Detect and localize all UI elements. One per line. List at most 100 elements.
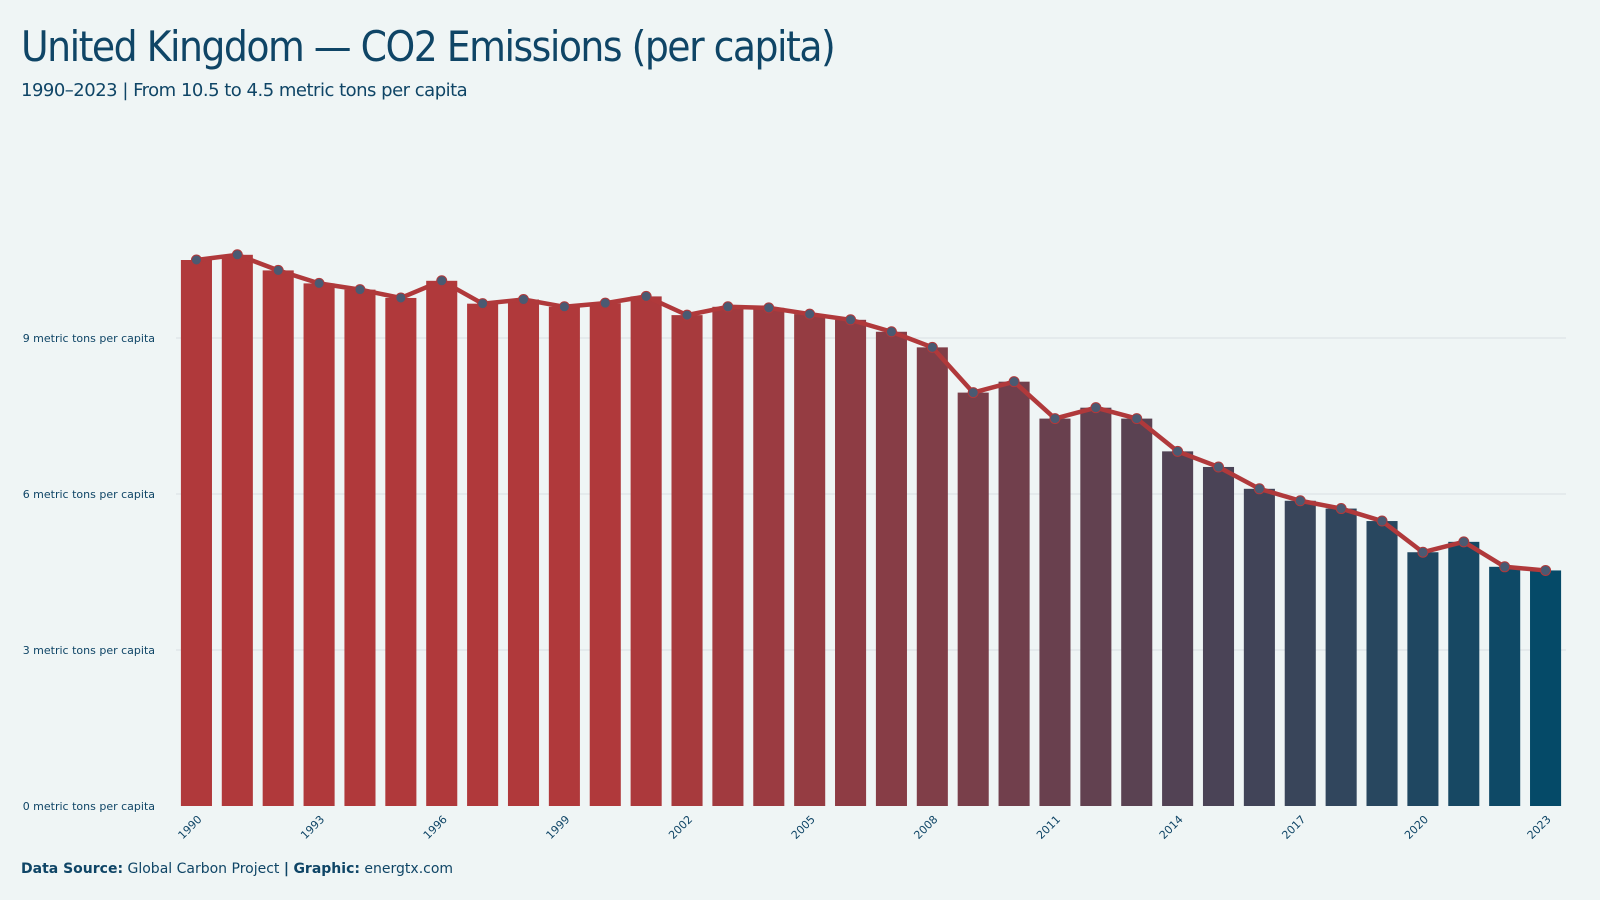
data-point <box>1540 564 1552 576</box>
data-point <box>967 387 979 399</box>
bar <box>303 283 335 806</box>
footer: Data Source: Global Carbon Project | Gra… <box>21 861 453 877</box>
graphic-value: energtx.com <box>364 861 454 877</box>
y-tick-label: 3 metric tons per capita <box>23 644 155 657</box>
data-point <box>231 249 243 261</box>
data-point <box>272 264 284 276</box>
data-point <box>926 341 938 353</box>
data-point <box>558 301 570 313</box>
data-point <box>477 298 489 310</box>
source-label: Data Source: <box>21 861 124 877</box>
bar <box>794 314 826 806</box>
bar <box>1407 552 1439 806</box>
bar <box>712 306 744 806</box>
bar <box>467 303 499 806</box>
x-tick-label: 1993 <box>298 813 327 842</box>
data-point <box>599 297 611 309</box>
bar <box>1202 466 1235 806</box>
bar <box>426 280 458 806</box>
bar <box>753 307 785 806</box>
bar <box>1530 570 1562 806</box>
data-point <box>1417 546 1429 558</box>
data-point <box>190 254 202 266</box>
trend-line-layer <box>196 252 1546 573</box>
x-tick-label: 2011 <box>1034 813 1063 842</box>
bar <box>1121 418 1153 806</box>
bar <box>1039 418 1071 806</box>
bar <box>1489 566 1521 806</box>
markers <box>190 249 1552 576</box>
x-tick-label: 2005 <box>789 813 818 842</box>
data-point <box>1294 495 1306 507</box>
trend-line <box>196 252 1546 573</box>
x-axis-labels: 1990 1993 1996 1999 2002 2005 2008 2011 2014 2017… <box>176 813 1554 842</box>
x-tick-label: 2014 <box>1157 813 1186 842</box>
graphic-label: Graphic: <box>293 861 360 877</box>
bar <box>344 289 376 806</box>
data-point <box>1090 402 1102 414</box>
bar <box>507 299 540 806</box>
data-point <box>1499 561 1511 573</box>
bar <box>957 392 989 806</box>
data-point <box>804 308 816 320</box>
data-point <box>681 309 693 321</box>
bar <box>1448 541 1480 806</box>
data-point <box>1458 536 1470 548</box>
y-tick-label: 0 metric tons per capita <box>23 800 155 813</box>
bar <box>1080 407 1112 806</box>
bar <box>835 319 867 806</box>
bar <box>630 296 662 806</box>
bar <box>671 315 703 806</box>
bar <box>916 347 948 806</box>
x-tick-label: 2002 <box>666 813 695 842</box>
data-point <box>1008 376 1020 388</box>
bar <box>998 381 1030 806</box>
x-tick-label: 2017 <box>1279 813 1308 842</box>
x-tick-label: 2020 <box>1402 813 1431 842</box>
y-tick-label: 6 metric tons per capita <box>23 488 155 501</box>
data-point <box>395 292 407 304</box>
x-tick-label: 2023 <box>1525 813 1554 842</box>
data-point <box>845 314 857 326</box>
data-point <box>354 284 366 296</box>
bar <box>262 270 294 806</box>
data-point <box>722 301 734 313</box>
bar <box>221 254 253 807</box>
x-tick-label: 2008 <box>911 813 940 842</box>
x-tick-label: 1996 <box>421 813 450 842</box>
data-point <box>518 294 529 306</box>
bar <box>875 331 907 806</box>
data-point <box>1172 445 1184 457</box>
grid-lines <box>176 337 1566 651</box>
x-tick-label: 1999 <box>544 813 573 842</box>
data-point <box>436 275 448 287</box>
bar <box>548 306 580 806</box>
y-tick-label: 9 metric tons per capita <box>23 332 155 345</box>
bar <box>1284 500 1316 806</box>
x-tick-label: 1990 <box>176 813 205 842</box>
data-point <box>1131 413 1143 425</box>
bar <box>589 303 621 806</box>
data-point <box>763 302 775 314</box>
bar <box>1325 508 1357 806</box>
data-point <box>313 277 325 289</box>
data-point <box>1335 503 1347 515</box>
data-point <box>885 326 897 338</box>
bar <box>1162 451 1194 806</box>
data-point <box>1376 515 1388 527</box>
page-subtitle: 1990–2023 | From 10.5 to 4.5 metric tons… <box>21 80 468 101</box>
bar <box>1243 488 1275 806</box>
source-value: Global Carbon Project <box>127 861 280 877</box>
y-axis-labels: 0 metric tons per capita 3 metric tons pe… <box>23 332 155 813</box>
data-point <box>640 290 652 302</box>
data-point <box>1213 461 1224 473</box>
bars <box>180 254 1562 807</box>
bar <box>1366 521 1398 806</box>
page-title: United Kingdom — CO2 Emissions (per capi… <box>21 22 836 71</box>
data-point <box>1253 483 1265 495</box>
footer-separator: | <box>283 861 289 877</box>
bar <box>385 297 417 806</box>
bar <box>180 260 212 806</box>
data-point <box>1049 413 1061 425</box>
